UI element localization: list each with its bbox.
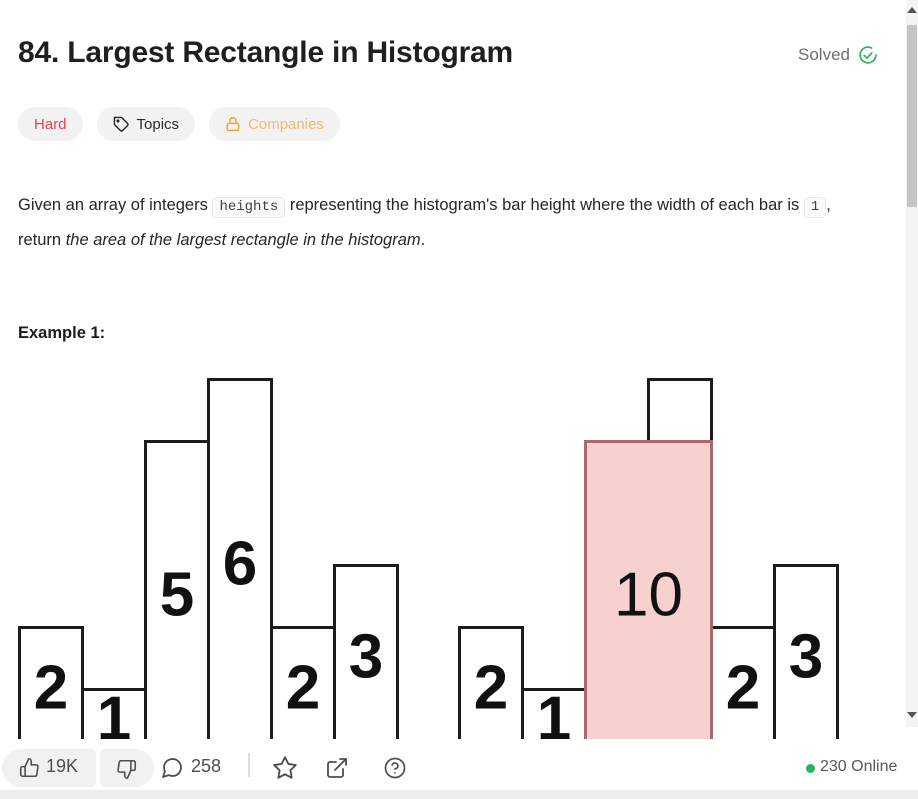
description-italic-text: the area of the largest rectangle in the… [65, 230, 421, 249]
code-chip-one: 1 [803, 196, 827, 218]
dislike-button[interactable] [100, 749, 154, 787]
histogram-bar [333, 564, 399, 739]
histogram-bar-cap [647, 378, 713, 440]
description-text: , return [18, 195, 831, 249]
bar-label: 5 [159, 560, 195, 630]
comment-bubble-icon[interactable] [160, 756, 184, 785]
solved-status[interactable]: Solved [798, 45, 878, 65]
bar-label: 1 [96, 684, 132, 740]
solved-label: Solved [798, 45, 850, 64]
tag-icon [113, 116, 130, 133]
description-text: . [420, 230, 426, 249]
bar-label: 2 [33, 653, 69, 723]
bar-label: 2 [285, 653, 321, 723]
description-text: representing the histogram's bar height … [285, 195, 804, 214]
description-text: Given an array of integers [18, 195, 213, 214]
histogram-bar [81, 688, 147, 739]
vertical-scrollbar[interactable] [906, 0, 918, 727]
histogram-bar [18, 626, 84, 739]
scrollbar-thumb[interactable] [907, 25, 917, 207]
highlight-label: 10 [614, 560, 683, 630]
star-icon[interactable] [272, 755, 298, 786]
bar-label: 3 [788, 622, 824, 692]
example-heading: Example 1: [18, 324, 106, 342]
green-dot [806, 764, 815, 773]
bar-label: 2 [473, 653, 509, 723]
page-title: 84. Largest Rectangle in Histogram [18, 36, 514, 69]
histogram-bar [207, 378, 273, 739]
bar-label: 3 [348, 622, 384, 692]
thumbs-down-icon[interactable] [116, 759, 137, 785]
topics-button[interactable]: Topics [96, 107, 196, 141]
footer-divider [248, 753, 250, 777]
footer-toolbar: 19K 258 [0, 739, 918, 790]
like-count: 19K [46, 756, 79, 776]
bar-label: 6 [222, 529, 258, 599]
scroll-up-arrow-icon[interactable] [907, 7, 917, 13]
problem-description: Given an array of integers heights repre… [18, 189, 866, 257]
companies-label: Companies [248, 115, 324, 133]
question-mark-icon[interactable] [383, 756, 407, 785]
histogram-figure: 2 1 5 6 2 3 2 1 2 3 10 [0, 368, 906, 739]
histogram-bar [458, 626, 524, 739]
companies-button[interactable]: Companies [209, 107, 340, 141]
difficulty-badge[interactable]: Hard [18, 107, 83, 141]
bar-label: 1 [536, 684, 572, 740]
thumbs-up-icon[interactable] [19, 757, 40, 783]
tag-row: Hard Topics Companies [18, 107, 340, 141]
difficulty-label: Hard [34, 115, 67, 133]
histogram-bar [773, 564, 839, 739]
share-icon[interactable] [325, 756, 349, 785]
scroll-down-arrow-icon[interactable] [907, 712, 917, 718]
bottom-strip [0, 790, 918, 799]
like-button[interactable] [2, 749, 96, 787]
lock-icon [225, 116, 241, 132]
online-count: 230 Online [820, 758, 898, 775]
check-circle-icon [858, 45, 878, 65]
bar-label: 2 [725, 653, 761, 723]
topics-label: Topics [136, 115, 180, 133]
comment-count: 258 [191, 756, 222, 776]
code-chip-heights: heights [212, 196, 286, 218]
highlight-rect [584, 440, 713, 739]
